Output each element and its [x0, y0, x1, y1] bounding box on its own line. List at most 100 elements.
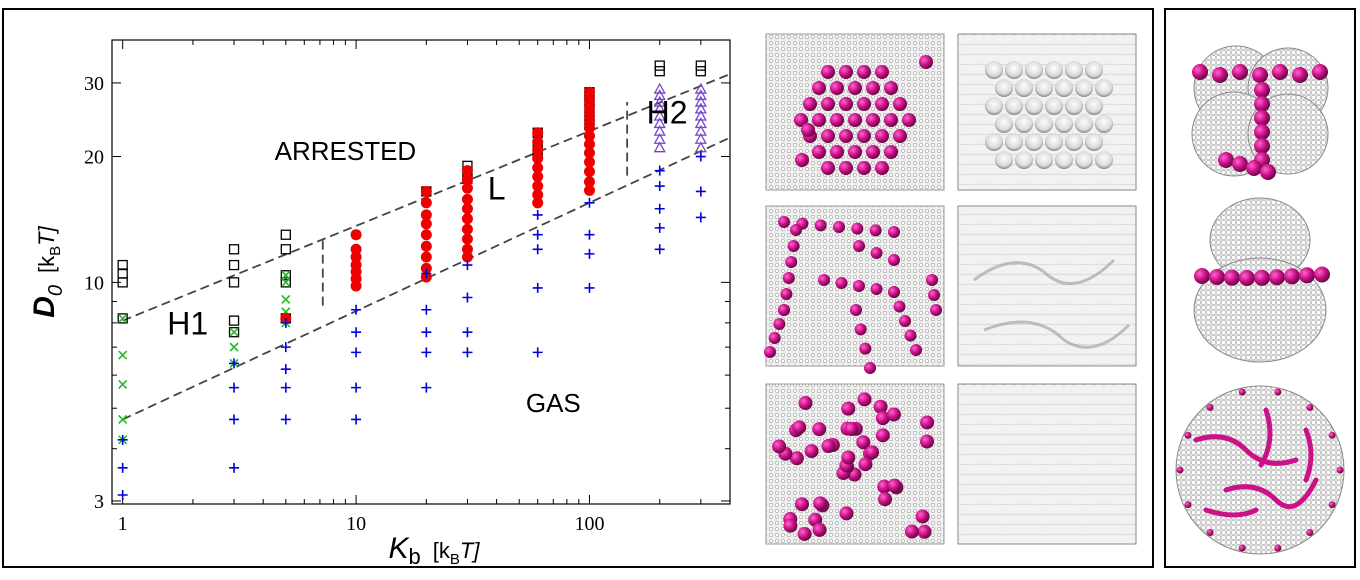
membrane-dimple	[1015, 79, 1033, 97]
marker-hexatic-2	[653, 82, 666, 94]
marker-hexatic-1	[229, 342, 239, 352]
membrane-dimple	[1045, 97, 1063, 115]
marker-gas	[421, 327, 432, 338]
marker-gas	[462, 260, 473, 271]
vesicle-particle	[1194, 268, 1210, 284]
particle	[875, 428, 890, 443]
particle	[875, 129, 889, 143]
membrane-dimple	[1025, 97, 1043, 115]
y-tick-label: 20	[84, 147, 104, 169]
membrane-dimple	[1065, 97, 1083, 115]
particle	[853, 240, 865, 252]
particle	[839, 97, 853, 111]
chain-network	[1193, 407, 1319, 518]
membrane-dimple	[985, 61, 1003, 79]
particle	[778, 304, 790, 316]
particle	[857, 392, 872, 407]
y-tick-label: 30	[84, 73, 104, 95]
marker-arrested	[228, 259, 240, 271]
marker-gas	[695, 151, 706, 162]
vesicle-particle	[1312, 64, 1328, 80]
marker-arrested	[117, 313, 128, 324]
vesicle-particle	[1274, 388, 1282, 396]
vesicle-four-lobed	[1191, 45, 1329, 180]
particle	[812, 422, 827, 437]
particle	[797, 526, 812, 541]
vesicle-particle	[1192, 64, 1208, 80]
y-label-main: D	[28, 296, 61, 318]
marker-arrested	[695, 66, 706, 77]
particle	[830, 81, 844, 95]
marker-linear	[532, 152, 544, 164]
particle	[910, 344, 922, 356]
marker-linear	[420, 262, 432, 274]
particle	[875, 65, 889, 79]
particle	[768, 332, 781, 344]
marker-hexatic-2	[653, 141, 666, 153]
marker-gas	[695, 186, 706, 197]
marker-linear	[461, 203, 473, 215]
particle	[850, 304, 862, 316]
particle	[787, 240, 800, 252]
membrane-dimple	[1035, 115, 1053, 133]
marker-hexatic-1	[281, 270, 291, 280]
vesicle-particle	[1206, 529, 1214, 537]
membrane-dimple	[1035, 151, 1053, 169]
x-axis-label: Kb [kBT]	[389, 532, 481, 566]
vesicle-particle	[1184, 501, 1192, 509]
particle	[893, 129, 907, 143]
marker-linear	[583, 147, 595, 159]
particle	[866, 113, 880, 127]
particle	[783, 518, 798, 533]
marker-linear	[583, 130, 595, 142]
particle	[803, 97, 817, 111]
particle	[790, 224, 802, 236]
particle	[848, 113, 862, 127]
particle	[821, 97, 835, 111]
particle	[801, 123, 815, 137]
marker-linear	[532, 144, 544, 156]
marker-linear	[532, 127, 544, 139]
marker-gas	[532, 209, 543, 220]
particle	[773, 318, 786, 330]
marker-linear	[532, 189, 544, 201]
vesicle-particle	[1299, 267, 1315, 284]
particle	[812, 145, 826, 159]
marker-gas	[654, 244, 665, 255]
particle	[858, 457, 873, 472]
marker-linear	[532, 197, 544, 209]
marker-linear	[420, 229, 432, 241]
vesicle-particle	[1238, 544, 1246, 552]
marker-linear	[461, 174, 473, 186]
marker-gas	[532, 229, 543, 240]
marker-hexatic-2	[694, 102, 707, 114]
marker-gas	[229, 382, 240, 393]
marker-hexatic-2	[694, 89, 707, 101]
marker-linear	[532, 171, 544, 183]
marker-linear	[583, 166, 595, 178]
membrane-dimple	[985, 97, 1003, 115]
particle	[915, 509, 930, 524]
vesicle-particle	[1212, 67, 1228, 83]
particle	[919, 55, 933, 69]
marker-arrested	[280, 244, 291, 255]
marker-gas	[584, 229, 595, 240]
marker-gas	[421, 304, 432, 315]
vesicle-particle	[1284, 268, 1300, 285]
marker-gas	[584, 248, 595, 259]
particle	[821, 161, 835, 175]
particle	[785, 256, 798, 268]
vesicle-particle	[1238, 388, 1246, 396]
plot-area	[111, 39, 731, 505]
x-label-sub: b	[409, 544, 421, 566]
vesicle-particle	[1328, 501, 1336, 509]
particle	[772, 439, 787, 454]
particle	[870, 283, 883, 295]
marker-gas	[654, 203, 665, 214]
marker-hexatic-1	[281, 294, 291, 305]
membrane-dimple	[1095, 79, 1113, 97]
particle	[835, 277, 848, 289]
membrane-dimple	[1055, 151, 1073, 169]
particle	[839, 506, 854, 521]
particle	[818, 274, 830, 286]
